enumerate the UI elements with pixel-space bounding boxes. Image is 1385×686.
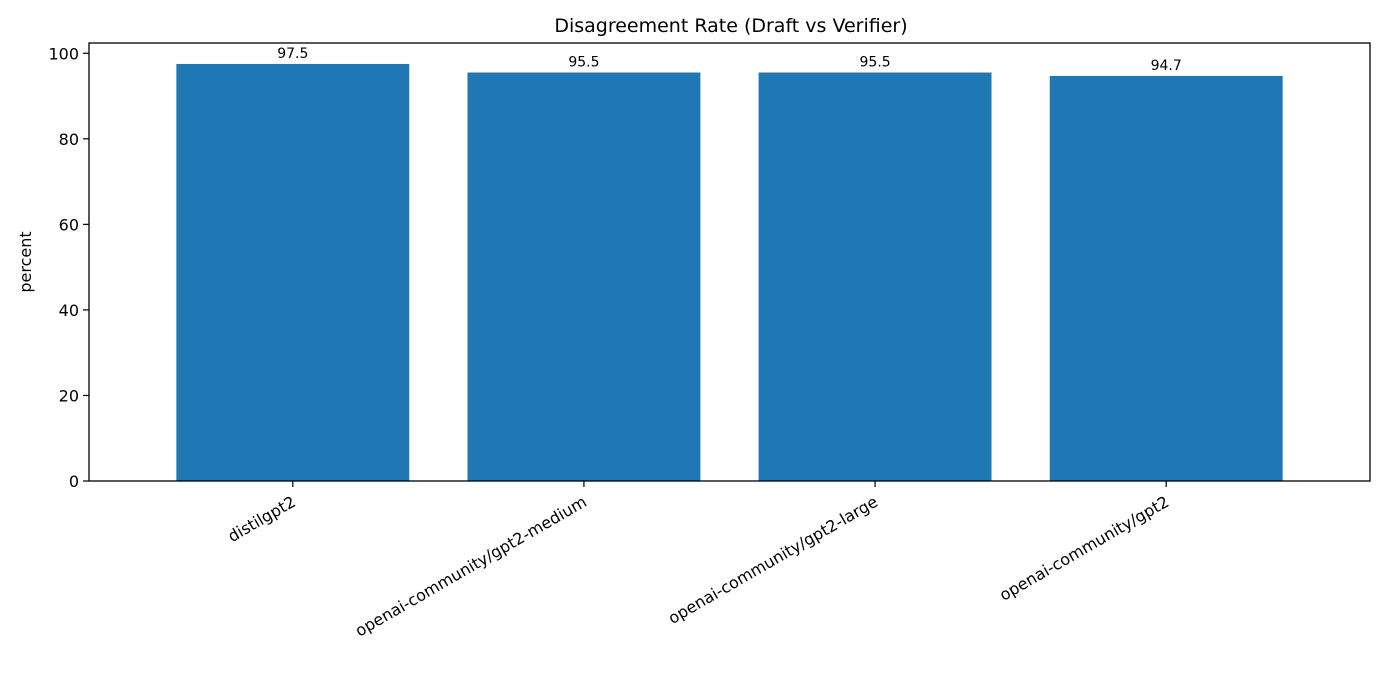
y-tick-label: 40 bbox=[59, 301, 79, 320]
y-tick-label: 20 bbox=[59, 386, 79, 405]
bar bbox=[1049, 75, 1283, 481]
bar-value-label: 94.7 bbox=[1151, 58, 1182, 74]
data-labels-group: 97.5 95.5 95.5 94.7 bbox=[277, 46, 1182, 74]
bar-value-label: 97.5 bbox=[277, 46, 308, 62]
bars-group bbox=[176, 63, 1283, 481]
y-tick-label: 0 bbox=[69, 472, 79, 491]
x-tick-label: openai-community/gpt2 bbox=[996, 492, 1172, 605]
x-tick-label: distilgpt2 bbox=[224, 492, 298, 546]
y-tick-label: 80 bbox=[59, 130, 79, 149]
y-axis-label: percent bbox=[16, 231, 35, 292]
bar bbox=[758, 72, 992, 481]
y-tick-label: 100 bbox=[48, 44, 79, 63]
x-tick-label: openai-community/gpt2-medium bbox=[352, 492, 590, 640]
x-axis: distilgpt2 openai-community/gpt2-medium op… bbox=[224, 481, 1172, 640]
bar-value-label: 95.5 bbox=[859, 55, 890, 71]
chart-title: Disagreement Rate (Draft vs Verifier) bbox=[554, 15, 907, 37]
x-tick-label: openai-community/gpt2-large bbox=[665, 492, 881, 628]
y-tick-label: 60 bbox=[59, 215, 79, 234]
bar bbox=[176, 63, 410, 481]
y-axis: 0 20 40 60 80 100 bbox=[48, 44, 89, 491]
plot-frame bbox=[88, 42, 1371, 482]
bar bbox=[467, 72, 701, 481]
bar-value-label: 95.5 bbox=[568, 55, 599, 71]
